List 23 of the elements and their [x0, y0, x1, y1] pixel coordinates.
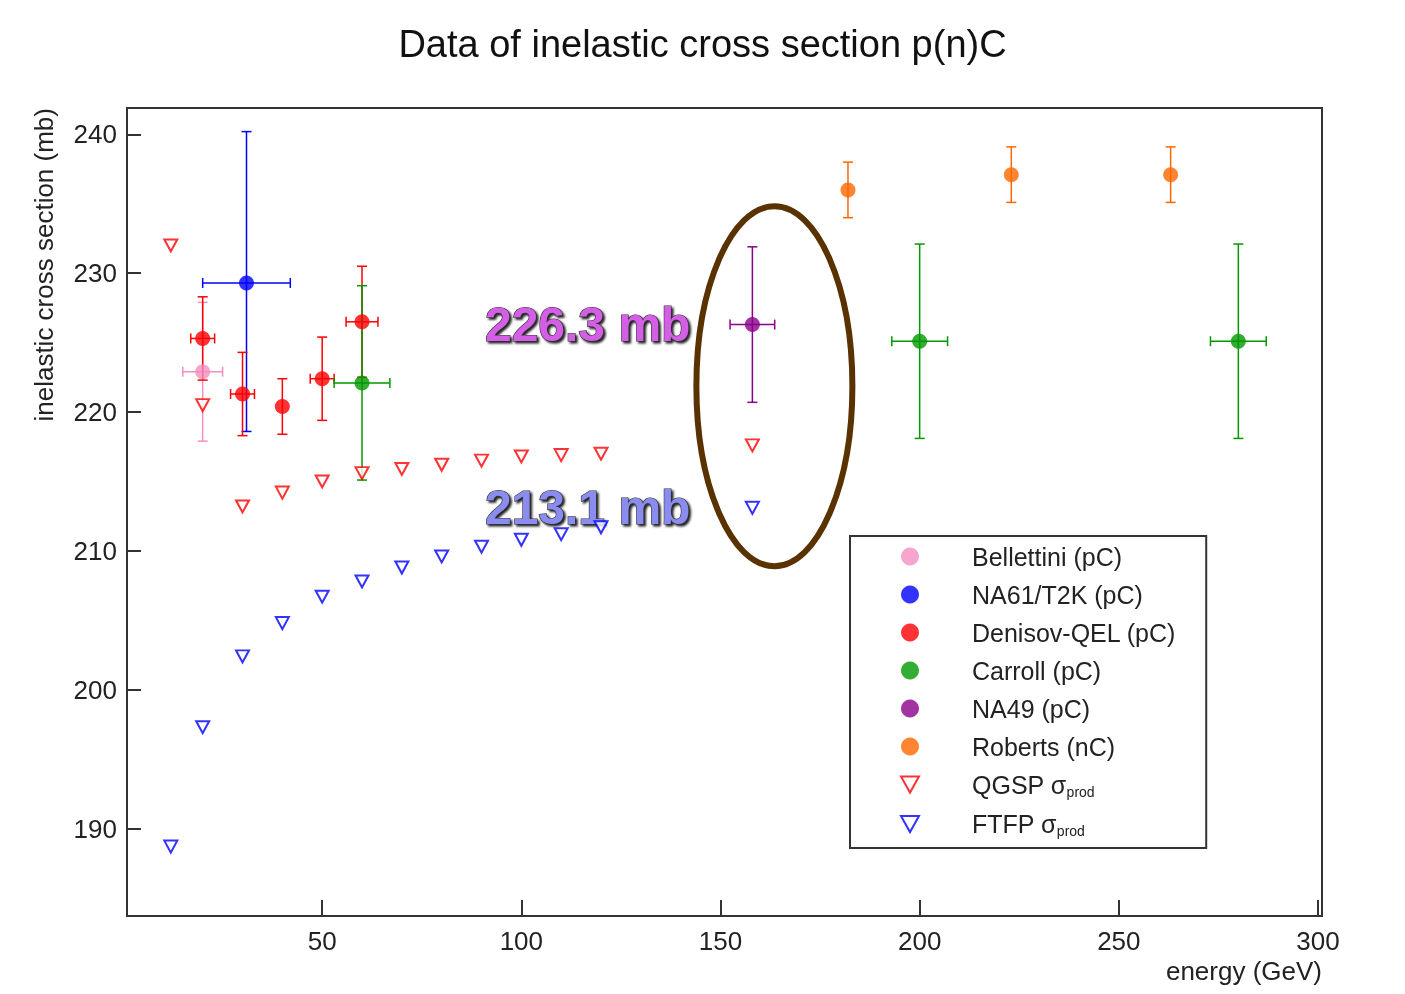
- legend-label: NA49 (pC): [972, 694, 1091, 723]
- legend-label: Bellettini (pC): [972, 542, 1123, 571]
- x-tick-label: 200: [897, 926, 942, 956]
- y-tick-label: 210: [73, 535, 117, 566]
- x-axis-title: energy (GeV): [1165, 956, 1322, 986]
- y-tick-label: 240: [73, 119, 117, 150]
- y-tick-label: 190: [73, 813, 117, 844]
- y-tick-label: 220: [73, 397, 117, 428]
- x-tick-label: 50: [307, 926, 337, 956]
- x-tick-label: 300: [1296, 926, 1340, 956]
- annotation: 226.3 mb: [484, 298, 691, 352]
- x-tick-label: 150: [698, 926, 743, 956]
- annotation: 213.1 mb: [484, 481, 691, 535]
- legend-label: Denisov-QEL (pC): [972, 618, 1176, 647]
- legend-label: Roberts (nC): [972, 732, 1116, 761]
- y-tick-label: 230: [73, 258, 117, 289]
- y-tick-label: 200: [73, 674, 117, 705]
- chart-title: Data of inelastic cross section p(n)C: [398, 23, 1007, 65]
- legend-label: Carroll (pC): [972, 656, 1102, 685]
- y-axis-title: inelastic cross section (mb): [29, 108, 59, 422]
- x-tick-label: 100: [499, 926, 544, 956]
- legend-label: NA61/T2K (pC): [972, 580, 1143, 609]
- x-tick-label: 250: [1097, 926, 1141, 956]
